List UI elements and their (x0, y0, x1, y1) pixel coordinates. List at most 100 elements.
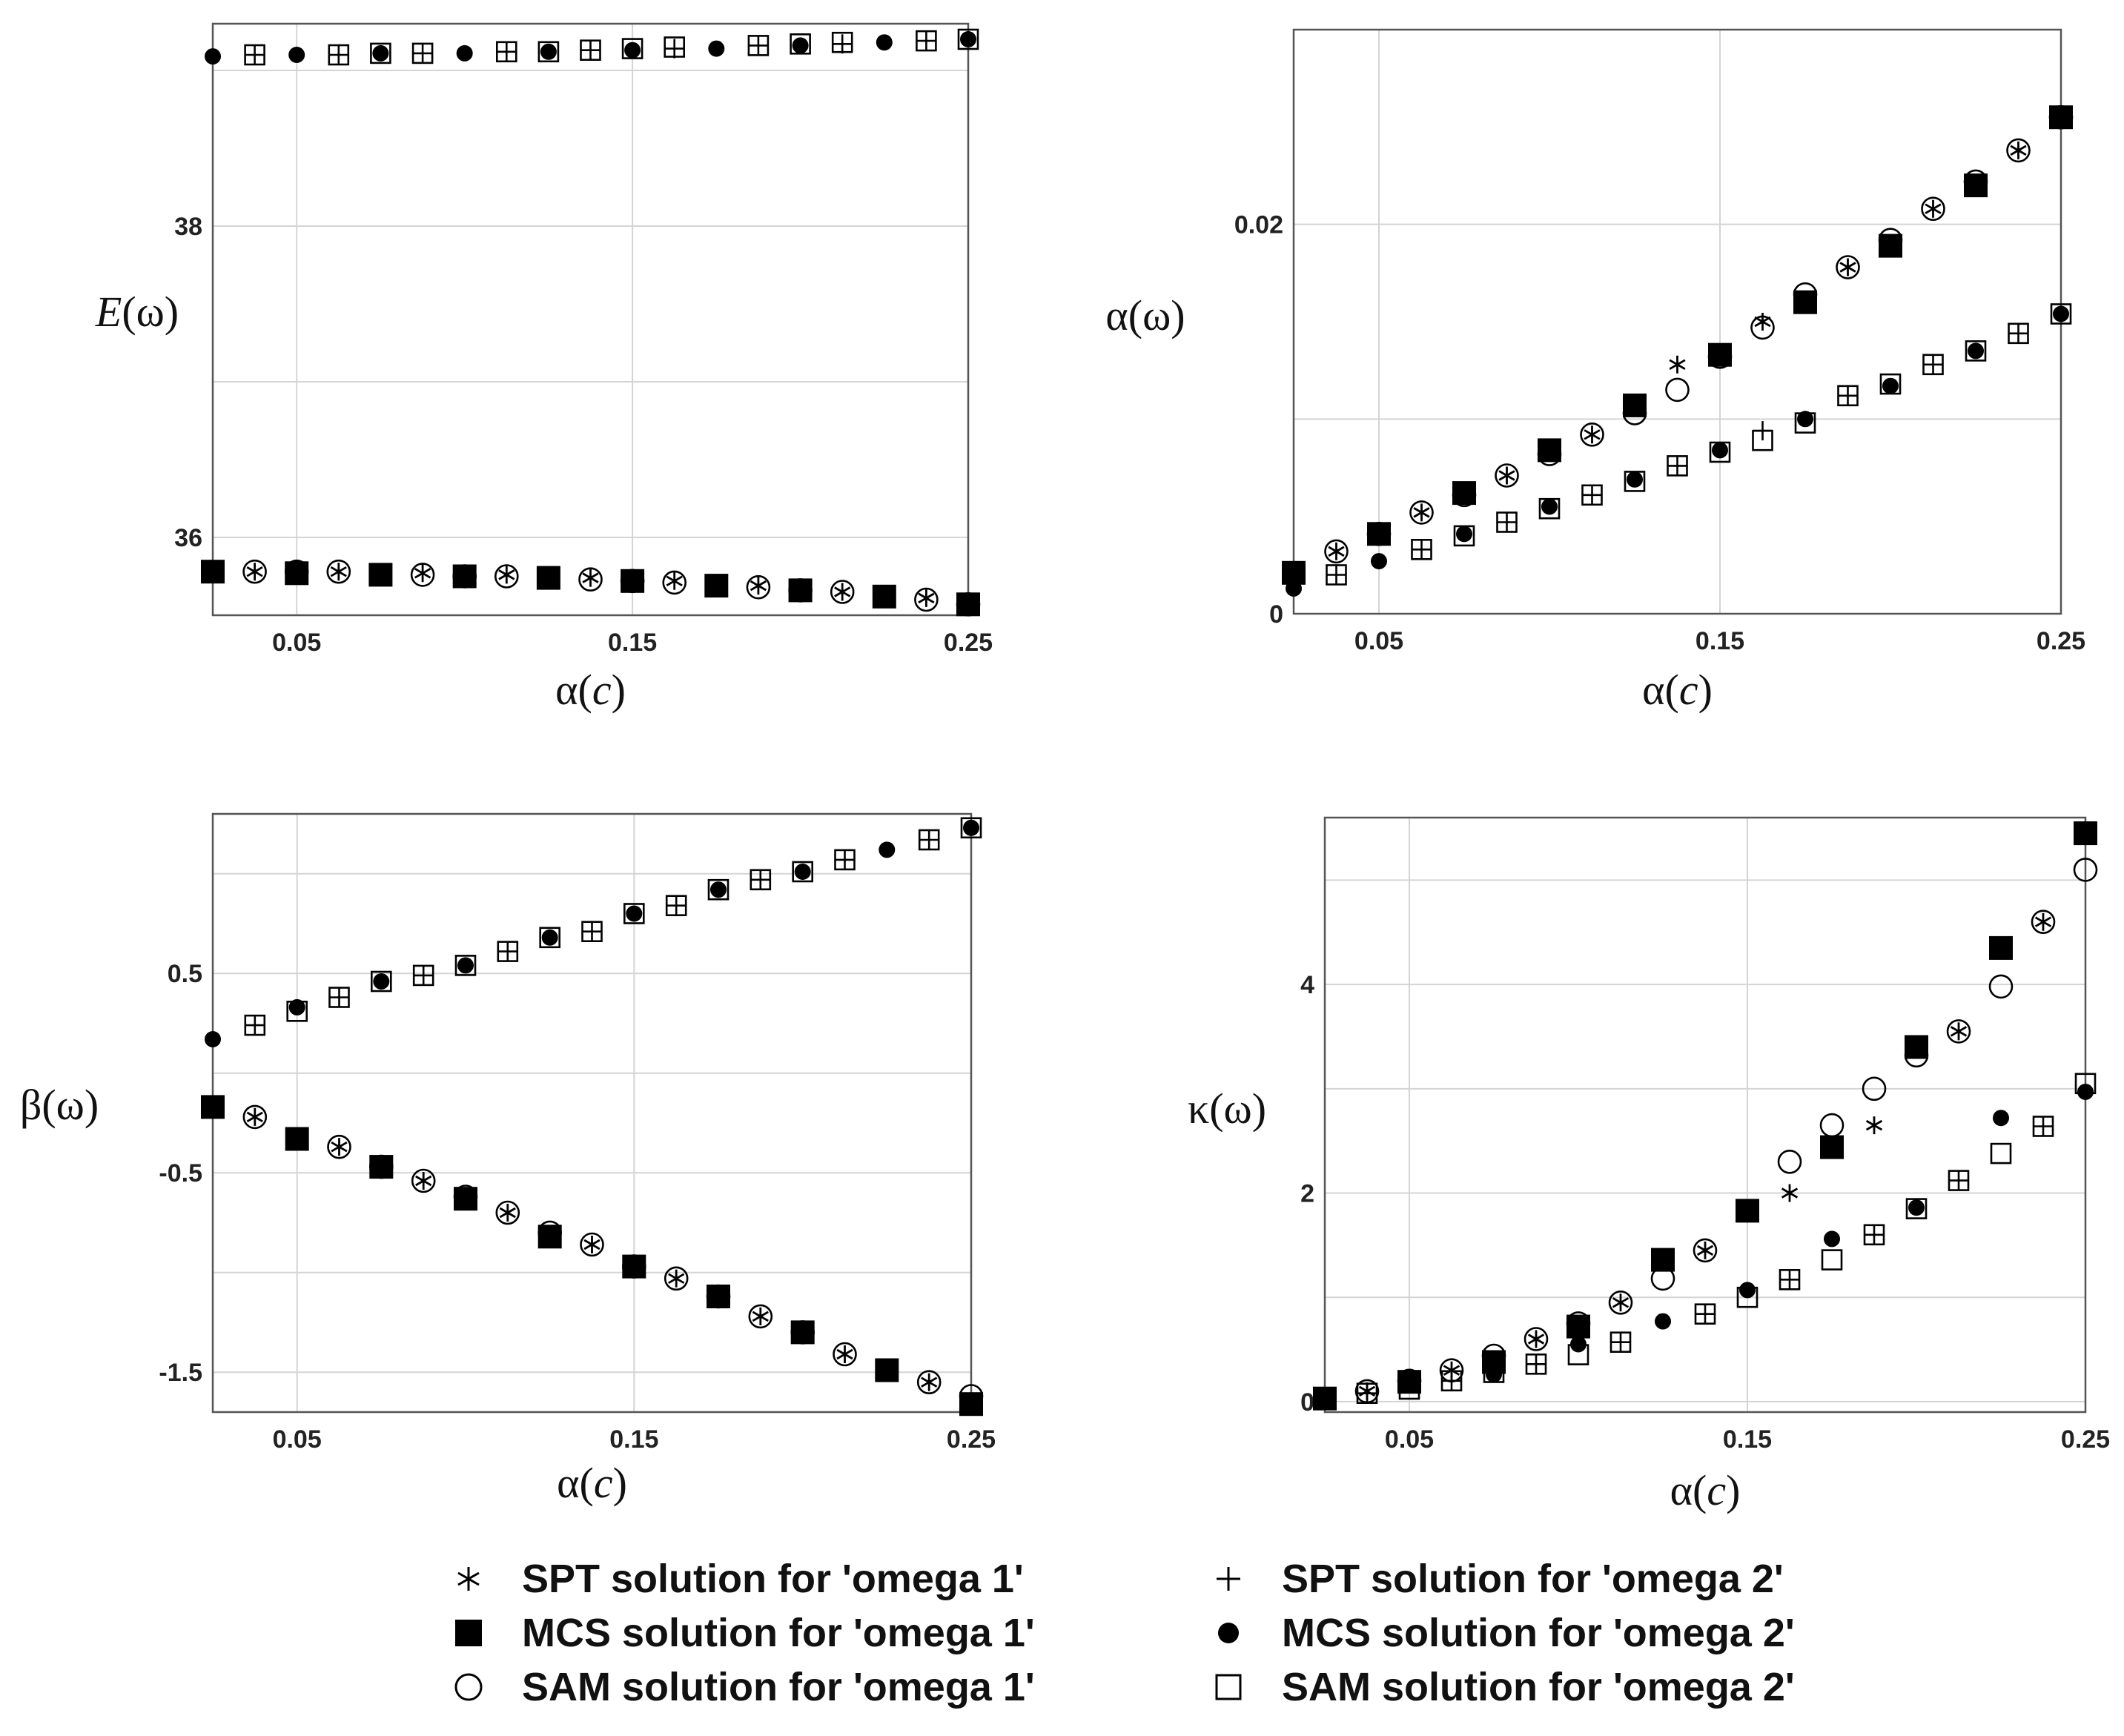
series (244, 28, 979, 66)
legend-label: SPT solution for 'omega 1' (522, 1557, 1024, 1601)
open-square-marker-point (960, 817, 982, 839)
x-tick-label: 0.05 (273, 1425, 322, 1454)
open-circle-marker-point (1622, 401, 1647, 425)
plus-marker-point (2034, 1116, 2053, 1136)
open-square-marker-point (1694, 1303, 1716, 1325)
filled-dot-marker-point (205, 1031, 221, 1047)
open-circle-marker-point (1650, 1266, 1675, 1291)
plus-marker-point (1326, 565, 1346, 585)
open-circle-marker-point (1537, 442, 1562, 466)
open-square-marker-point (1779, 1269, 1801, 1291)
open-circle-marker-point (790, 1320, 815, 1345)
open-circle-marker-point (1580, 422, 1604, 447)
filled-square-marker-point (201, 1095, 225, 1119)
open-square-marker-point (1453, 525, 1475, 547)
series (242, 559, 981, 617)
gridlines (1294, 30, 2062, 614)
filled-dot-marker-point (373, 973, 390, 990)
y-axis-label: E(ω) (95, 288, 179, 336)
x-tick-label: 0.25 (947, 1425, 996, 1454)
filled-dot-marker-point (1456, 526, 1472, 543)
filled-dot-marker-point (1824, 1230, 1840, 1248)
open-square-marker-point (1863, 1224, 1885, 1246)
filled-dot-marker-point (2053, 305, 2069, 322)
series (1324, 105, 2074, 564)
open-square-marker-point (328, 987, 350, 1008)
filled-dot-marker-point (626, 905, 643, 922)
open-square-marker-point (2050, 303, 2072, 325)
x-tick-label: 0.15 (608, 629, 657, 657)
open-circle-marker-point (1324, 539, 1349, 564)
series (1356, 1073, 2097, 1404)
open-circle-marker-point (242, 1104, 268, 1130)
series (1326, 323, 2028, 585)
series (1358, 912, 2052, 1400)
open-circle-marker-point (495, 1200, 520, 1225)
legend-item: SPT solution for 'omega 1' (445, 1553, 1024, 1605)
open-circle-marker-point (956, 592, 981, 617)
x-axis-label: α(c) (1670, 1466, 1741, 1514)
open-circle-marker-point (1452, 483, 1477, 508)
filled-dot-marker-point (1797, 411, 1813, 428)
filled-dot-marker-point (1712, 442, 1728, 459)
star-marker-point (331, 1138, 348, 1156)
open-square-marker-point (1624, 471, 1646, 492)
filled-square-marker-point (1820, 1135, 1844, 1159)
filled-dot-marker-point (1371, 553, 1387, 570)
filled-square-marker-point (1538, 438, 1561, 463)
plus-marker-point (1949, 1170, 1968, 1190)
star-marker-point (1865, 1116, 1883, 1135)
star-marker-point (582, 569, 599, 587)
x-tick-label: 0.25 (2061, 1425, 2110, 1454)
open-circle-marker-point (2073, 858, 2098, 882)
filled-square-marker-point (872, 584, 896, 609)
series (1328, 141, 2027, 560)
legend-label: SAM solution for 'omega 1' (522, 1665, 1035, 1709)
star-marker-point (1925, 199, 1942, 218)
open-square-marker-point (370, 970, 392, 993)
plus-marker-point (835, 849, 855, 869)
open-square-marker-point (1879, 373, 1902, 395)
star-marker-point (834, 583, 851, 601)
filled-dot-marker-point (2077, 1084, 2094, 1100)
x-tick-label: 0.05 (272, 629, 321, 657)
y-axis-label: α(ω) (1105, 291, 1185, 339)
open-square-marker-point (495, 41, 517, 63)
filled-dot-marker-point (1541, 498, 1558, 515)
y-tick-label: 0.02 (1234, 211, 1283, 239)
open-circle-marker-point (1862, 1076, 1887, 1101)
open-circle-marker-point (746, 574, 771, 600)
star-marker-point (1950, 1022, 1968, 1041)
series (1357, 1116, 2053, 1403)
plus-marker-point (1412, 540, 1432, 560)
open-square-marker-point (1326, 564, 1347, 586)
filled-dot-marker-point (1968, 342, 1984, 360)
open-square-marker-point (1905, 1198, 1928, 1219)
open-circle-marker-point (1921, 196, 1945, 222)
plot-frame (211, 22, 970, 617)
x-axis-label: α(c) (557, 1459, 627, 1507)
filled-dot-marker-point (1993, 1110, 2009, 1127)
open-square-marker-point (790, 33, 811, 55)
star-marker-point (2010, 141, 2027, 159)
star-marker-point (246, 563, 263, 581)
y-tick-label: 4 (1300, 971, 1314, 999)
y-axis-label: κ(ω) (1188, 1084, 1266, 1133)
open-square-marker-point (1398, 1378, 1420, 1400)
filled-dot-marker-point (1908, 1199, 1925, 1216)
gridlines (1325, 818, 2086, 1412)
open-circle-marker-point (1836, 255, 1860, 279)
open-circle-marker-point (1750, 315, 1775, 340)
plus-marker-point (1442, 1371, 1461, 1391)
open-circle-marker-point (1608, 1291, 1633, 1315)
filled-dot-marker-point (1739, 1282, 1756, 1299)
open-square-marker-point (539, 927, 561, 949)
plus-marker-point (414, 965, 434, 985)
open-square-marker-point (1922, 354, 1944, 376)
series (246, 563, 935, 607)
plus-marker-point (750, 869, 770, 889)
open-square-marker-point (1581, 484, 1603, 506)
open-circle-marker-point (537, 1220, 563, 1245)
open-square-marker-point (244, 1014, 266, 1036)
filled-square-marker-point (454, 1187, 477, 1211)
